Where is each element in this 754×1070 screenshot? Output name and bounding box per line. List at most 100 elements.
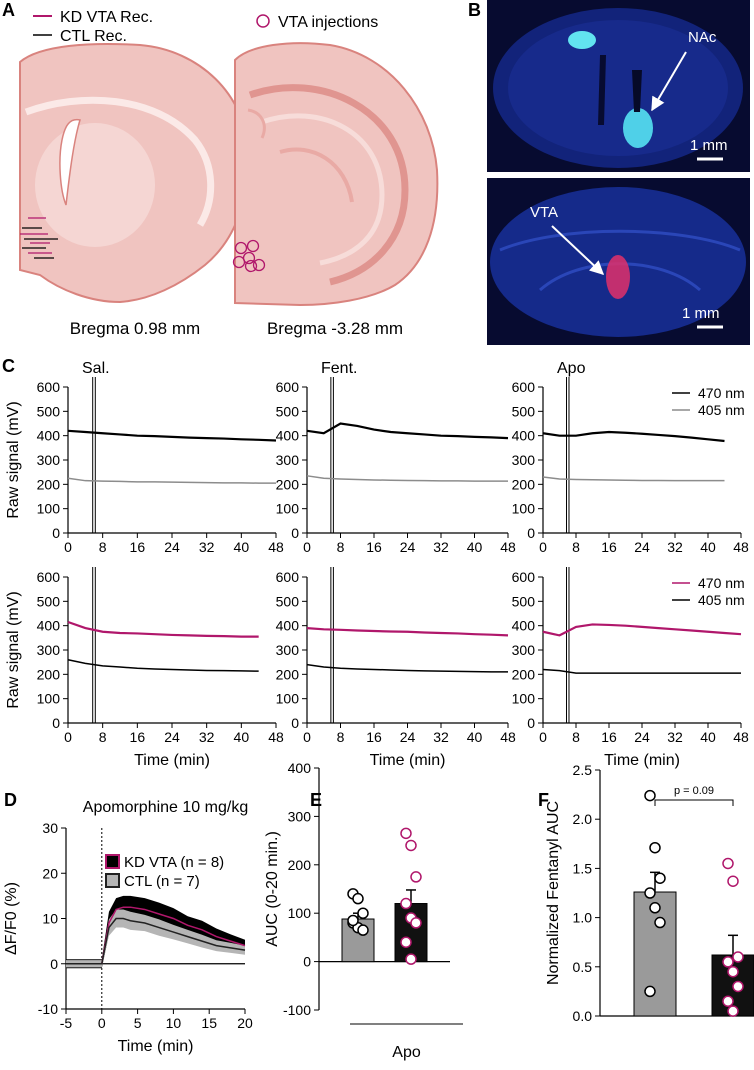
chart-title: Apo (557, 360, 586, 377)
x-axis-title: Time (min) (604, 752, 680, 769)
y-tick-label: 200 (37, 666, 61, 682)
x-tick-label: 48 (500, 729, 516, 745)
y-tick-label: 1.5 (573, 860, 593, 876)
data-point (405, 953, 417, 965)
injection-site (244, 259, 258, 273)
x-tick-label: 48 (733, 539, 749, 555)
y-tick-label: 0.5 (573, 959, 593, 975)
fluorescence (568, 31, 596, 49)
y-tick-label: 200 (512, 476, 536, 492)
x-tick-label: 20 (237, 1015, 253, 1031)
chart-title: Sal. (82, 360, 110, 377)
series-line (67, 429, 277, 442)
x-tick-label: 0 (98, 1015, 106, 1031)
y-tick-label: 0.0 (573, 1008, 593, 1024)
x-axis-title: Time (min) (370, 752, 446, 769)
y-axis-title: ΔF/F0 (%) (3, 882, 20, 955)
panel-label: B (468, 0, 481, 20)
x-tick-label: 32 (199, 539, 215, 555)
y-tick-label: 0 (50, 956, 58, 972)
x-tick-label: 48 (268, 729, 284, 745)
fluorescence (623, 108, 653, 148)
y-tick-label: 0 (52, 525, 60, 541)
series-line (306, 422, 509, 440)
brain-section-left (19, 43, 250, 304)
x-tick-label: 8 (572, 729, 580, 745)
data-point (654, 916, 666, 929)
hippocampus (248, 84, 409, 286)
x-tick-label: 8 (337, 729, 345, 745)
data-point (649, 841, 661, 854)
y-tick-label: 100 (37, 691, 61, 707)
data-point (357, 924, 369, 936)
series-line (542, 476, 725, 482)
series-line (306, 663, 508, 673)
panel-label: A (2, 0, 15, 20)
y-tick-label: 400 (37, 428, 61, 444)
arrow (551, 225, 605, 275)
striatum (35, 123, 155, 247)
y-tick-label: 20 (42, 865, 58, 881)
injection-site (252, 258, 266, 272)
thalamus-line (247, 108, 266, 139)
y-tick-label: 300 (288, 808, 312, 824)
y-tick-label: 600 (37, 379, 61, 395)
x-tick-label: 0 (303, 539, 311, 555)
y-tick-label: 30 (42, 820, 58, 836)
data-point (410, 871, 422, 883)
data-point (722, 857, 734, 870)
injection-site (234, 241, 248, 255)
x-tick-label: 16 (601, 729, 617, 745)
legend-swatch (256, 14, 270, 28)
x-tick-label: 40 (234, 539, 250, 555)
data-point (644, 887, 656, 899)
legend-swatch (105, 854, 120, 869)
x-tick-label: 16 (601, 539, 617, 555)
x-tick-label: 10 (166, 1015, 182, 1031)
legend-label: 470 nm (698, 575, 745, 591)
series-line (66, 917, 246, 965)
data-point (400, 827, 412, 840)
midline-gap (598, 55, 606, 125)
data-point (410, 917, 422, 929)
ventricle (632, 70, 642, 112)
y-tick-label: 400 (276, 618, 300, 634)
x-tick-label: 0 (64, 729, 72, 745)
data-point (357, 907, 369, 919)
x-tick-label: 24 (164, 539, 180, 555)
ventricle (59, 118, 81, 206)
y-axis-title: AUC (0-20 min.) (264, 831, 281, 947)
series-line (306, 475, 508, 482)
legend-swatch (105, 873, 120, 888)
data-point (727, 1005, 739, 1017)
x-tick-label: 48 (500, 539, 516, 555)
y-axis-title: Raw signal (mV) (5, 401, 22, 518)
series-line (67, 658, 259, 672)
x-tick-label: 24 (400, 539, 416, 555)
y-tick-label: 400 (512, 428, 536, 444)
micrograph-nac: NAc 1 mm (487, 0, 750, 172)
legend-label: KD VTA Rec. (60, 9, 153, 26)
brain-section-right (232, 42, 439, 307)
x-tick-label: 8 (337, 539, 345, 555)
y-tick-label: 100 (288, 905, 312, 921)
legend-label: 405 nm (698, 402, 745, 418)
y-tick-label: 100 (276, 501, 300, 517)
y-tick-label: 300 (512, 452, 536, 468)
micrograph-vta: VTA 1 mm (487, 178, 750, 345)
fluorescence (606, 255, 630, 299)
y-axis-title: Normalized Fentanyl AUC (545, 801, 562, 985)
arrow (651, 51, 687, 112)
y-tick-label: 400 (276, 428, 300, 444)
data-point (722, 995, 734, 1007)
series-line (542, 623, 742, 637)
y-tick-label: 500 (37, 593, 61, 609)
x-tick-label: 40 (467, 729, 483, 745)
data-point (347, 914, 359, 927)
group-label: Apo (392, 1044, 421, 1061)
y-tick-label: 100 (512, 501, 536, 517)
y-tick-label: 600 (512, 569, 536, 585)
x-tick-label: 16 (366, 729, 382, 745)
